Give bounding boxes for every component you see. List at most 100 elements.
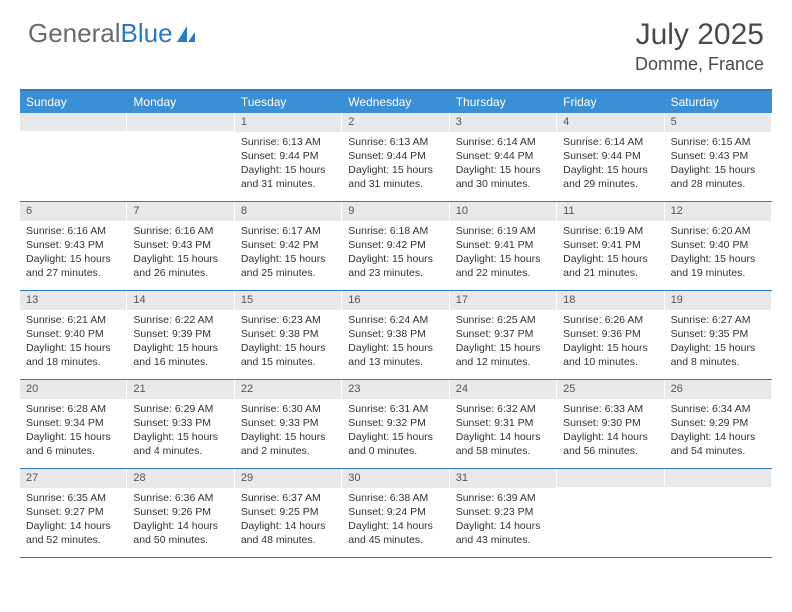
sunrise-text: Sunrise: 6:30 AM: [241, 402, 336, 416]
sunset-text: Sunset: 9:36 PM: [563, 327, 658, 341]
sunset-text: Sunset: 9:25 PM: [241, 505, 336, 519]
sunrise-text: Sunrise: 6:39 AM: [456, 491, 551, 505]
day-number: 6: [20, 202, 127, 221]
daylight-text: Daylight: 14 hours and 56 minutes.: [563, 430, 658, 458]
sunrise-text: Sunrise: 6:26 AM: [563, 313, 658, 327]
day-number: 16: [342, 291, 449, 310]
daylight-text: Daylight: 15 hours and 22 minutes.: [456, 252, 551, 280]
sunrise-text: Sunrise: 6:15 AM: [671, 135, 766, 149]
sunset-text: Sunset: 9:43 PM: [26, 238, 121, 252]
sunrise-text: Sunrise: 6:21 AM: [26, 313, 121, 327]
day-body: Sunrise: 6:18 AMSunset: 9:42 PMDaylight:…: [342, 221, 449, 285]
sunset-text: Sunset: 9:29 PM: [671, 416, 766, 430]
sunset-text: Sunset: 9:40 PM: [26, 327, 121, 341]
day-body: Sunrise: 6:13 AMSunset: 9:44 PMDaylight:…: [342, 132, 449, 196]
day-body: Sunrise: 6:32 AMSunset: 9:31 PMDaylight:…: [450, 399, 557, 463]
sunset-text: Sunset: 9:27 PM: [26, 505, 121, 519]
weekday-header: Wednesday: [342, 91, 449, 113]
sunrise-text: Sunrise: 6:17 AM: [241, 224, 336, 238]
sunset-text: Sunset: 9:26 PM: [133, 505, 228, 519]
day-cell: 6Sunrise: 6:16 AMSunset: 9:43 PMDaylight…: [20, 202, 127, 290]
sunset-text: Sunset: 9:40 PM: [671, 238, 766, 252]
day-number: 3: [450, 113, 557, 132]
daylight-text: Daylight: 15 hours and 4 minutes.: [133, 430, 228, 458]
daylight-text: Daylight: 15 hours and 13 minutes.: [348, 341, 443, 369]
sunrise-text: Sunrise: 6:13 AM: [348, 135, 443, 149]
daylight-text: Daylight: 15 hours and 31 minutes.: [348, 163, 443, 191]
daylight-text: Daylight: 15 hours and 21 minutes.: [563, 252, 658, 280]
day-cell: 7Sunrise: 6:16 AMSunset: 9:43 PMDaylight…: [127, 202, 234, 290]
sunset-text: Sunset: 9:37 PM: [456, 327, 551, 341]
day-cell: 9Sunrise: 6:18 AMSunset: 9:42 PMDaylight…: [342, 202, 449, 290]
sunset-text: Sunset: 9:24 PM: [348, 505, 443, 519]
daylight-text: Daylight: 15 hours and 2 minutes.: [241, 430, 336, 458]
day-body: Sunrise: 6:33 AMSunset: 9:30 PMDaylight:…: [557, 399, 664, 463]
sunset-text: Sunset: 9:33 PM: [133, 416, 228, 430]
day-number: 8: [235, 202, 342, 221]
day-body: Sunrise: 6:16 AMSunset: 9:43 PMDaylight:…: [20, 221, 127, 285]
sunset-text: Sunset: 9:42 PM: [348, 238, 443, 252]
day-number: 21: [127, 380, 234, 399]
sunrise-text: Sunrise: 6:16 AM: [26, 224, 121, 238]
sunset-text: Sunset: 9:44 PM: [241, 149, 336, 163]
day-body: Sunrise: 6:24 AMSunset: 9:38 PMDaylight:…: [342, 310, 449, 374]
sunrise-text: Sunrise: 6:32 AM: [456, 402, 551, 416]
sunrise-text: Sunrise: 6:24 AM: [348, 313, 443, 327]
day-number: 2: [342, 113, 449, 132]
day-cell: 22Sunrise: 6:30 AMSunset: 9:33 PMDayligh…: [235, 380, 342, 468]
sunset-text: Sunset: 9:38 PM: [241, 327, 336, 341]
day-cell: 11Sunrise: 6:19 AMSunset: 9:41 PMDayligh…: [557, 202, 664, 290]
day-cell: 24Sunrise: 6:32 AMSunset: 9:31 PMDayligh…: [450, 380, 557, 468]
sunset-text: Sunset: 9:34 PM: [26, 416, 121, 430]
sunset-text: Sunset: 9:39 PM: [133, 327, 228, 341]
day-body: Sunrise: 6:28 AMSunset: 9:34 PMDaylight:…: [20, 399, 127, 463]
day-cell: 13Sunrise: 6:21 AMSunset: 9:40 PMDayligh…: [20, 291, 127, 379]
day-cell: [557, 469, 664, 557]
sunset-text: Sunset: 9:44 PM: [563, 149, 658, 163]
day-cell: 27Sunrise: 6:35 AMSunset: 9:27 PMDayligh…: [20, 469, 127, 557]
weekday-header: Sunday: [20, 91, 127, 113]
sunset-text: Sunset: 9:43 PM: [671, 149, 766, 163]
sunrise-text: Sunrise: 6:35 AM: [26, 491, 121, 505]
sunrise-text: Sunrise: 6:36 AM: [133, 491, 228, 505]
daylight-text: Daylight: 15 hours and 29 minutes.: [563, 163, 658, 191]
sunset-text: Sunset: 9:44 PM: [456, 149, 551, 163]
day-body: Sunrise: 6:13 AMSunset: 9:44 PMDaylight:…: [235, 132, 342, 196]
day-body: Sunrise: 6:25 AMSunset: 9:37 PMDaylight:…: [450, 310, 557, 374]
weekday-header: Thursday: [450, 91, 557, 113]
week-row: 6Sunrise: 6:16 AMSunset: 9:43 PMDaylight…: [20, 202, 772, 291]
day-number-empty: [127, 113, 234, 131]
daylight-text: Daylight: 15 hours and 27 minutes.: [26, 252, 121, 280]
day-cell: 10Sunrise: 6:19 AMSunset: 9:41 PMDayligh…: [450, 202, 557, 290]
day-cell: 25Sunrise: 6:33 AMSunset: 9:30 PMDayligh…: [557, 380, 664, 468]
day-cell: 12Sunrise: 6:20 AMSunset: 9:40 PMDayligh…: [665, 202, 772, 290]
sunrise-text: Sunrise: 6:25 AM: [456, 313, 551, 327]
day-number: 31: [450, 469, 557, 488]
sunrise-text: Sunrise: 6:34 AM: [671, 402, 766, 416]
day-body: Sunrise: 6:35 AMSunset: 9:27 PMDaylight:…: [20, 488, 127, 552]
day-body: Sunrise: 6:30 AMSunset: 9:33 PMDaylight:…: [235, 399, 342, 463]
sunrise-text: Sunrise: 6:37 AM: [241, 491, 336, 505]
daylight-text: Daylight: 15 hours and 0 minutes.: [348, 430, 443, 458]
daylight-text: Daylight: 15 hours and 6 minutes.: [26, 430, 121, 458]
day-number: 9: [342, 202, 449, 221]
daylight-text: Daylight: 15 hours and 8 minutes.: [671, 341, 766, 369]
daylight-text: Daylight: 14 hours and 54 minutes.: [671, 430, 766, 458]
daylight-text: Daylight: 15 hours and 25 minutes.: [241, 252, 336, 280]
logo-text-gray: General: [28, 18, 121, 49]
sunset-text: Sunset: 9:23 PM: [456, 505, 551, 519]
sunrise-text: Sunrise: 6:19 AM: [456, 224, 551, 238]
sunrise-text: Sunrise: 6:13 AM: [241, 135, 336, 149]
day-cell: 31Sunrise: 6:39 AMSunset: 9:23 PMDayligh…: [450, 469, 557, 557]
sunset-text: Sunset: 9:44 PM: [348, 149, 443, 163]
sunrise-text: Sunrise: 6:29 AM: [133, 402, 228, 416]
day-body: Sunrise: 6:27 AMSunset: 9:35 PMDaylight:…: [665, 310, 772, 374]
day-number: 28: [127, 469, 234, 488]
day-number: 26: [665, 380, 772, 399]
day-cell: 16Sunrise: 6:24 AMSunset: 9:38 PMDayligh…: [342, 291, 449, 379]
daylight-text: Daylight: 15 hours and 15 minutes.: [241, 341, 336, 369]
day-number: 22: [235, 380, 342, 399]
day-body: Sunrise: 6:37 AMSunset: 9:25 PMDaylight:…: [235, 488, 342, 552]
daylight-text: Daylight: 15 hours and 10 minutes.: [563, 341, 658, 369]
sunrise-text: Sunrise: 6:38 AM: [348, 491, 443, 505]
